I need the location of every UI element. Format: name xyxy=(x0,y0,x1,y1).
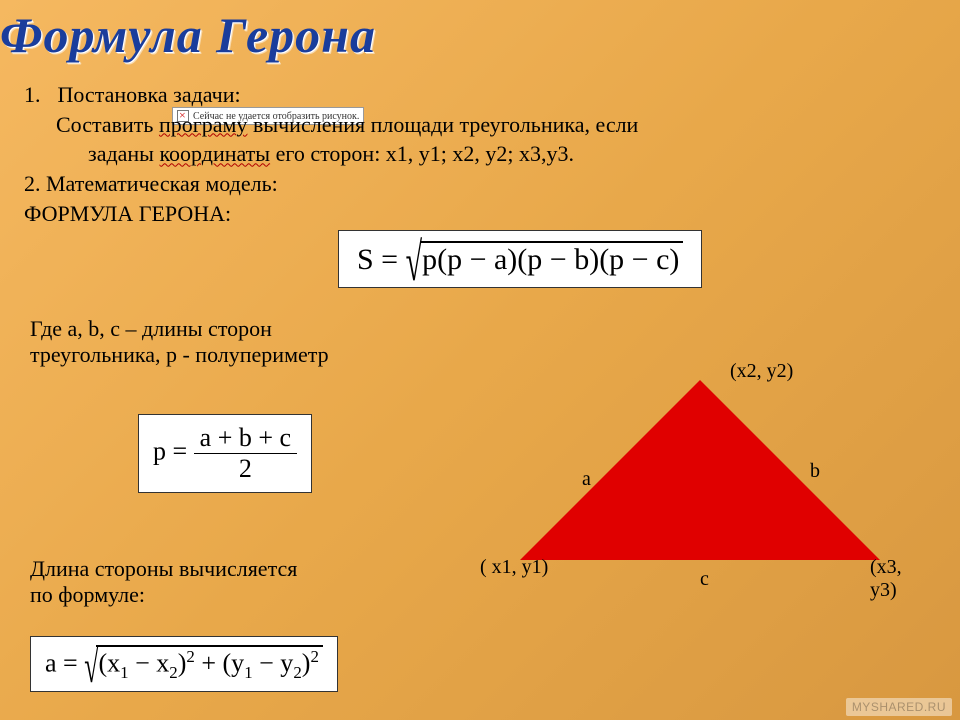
sides-explanation: Где a, b, c – длины сторон треугольника,… xyxy=(30,316,329,368)
vertex-right-label: (x3, y3) xyxy=(870,556,920,602)
formula-a-radicand: (x1 − x2)2 + (y1 − y2)2 xyxy=(96,645,322,683)
length-line-1: Длина стороны вычисляется xyxy=(30,556,297,582)
triangle-shape xyxy=(520,380,880,560)
list-number-1: 1. xyxy=(24,80,52,110)
heading-formula: ФОРМУЛА ГЕРОНА: xyxy=(24,199,936,229)
vertex-left-label: ( x1, y1) xyxy=(480,556,548,579)
side-c-label: c xyxy=(700,568,709,591)
text-l2a: Составить xyxy=(56,112,159,137)
formula-heron-area: S = √p(p − a)(p − b)(p − c) xyxy=(338,230,702,288)
text-l2b: програму xyxy=(159,112,247,137)
sides-line-1: Где a, b, c – длины сторон xyxy=(30,316,329,342)
slide-title: Формула Герона xyxy=(0,6,376,64)
formula-side-length: a = √(x1 − x2)2 + (y1 − y2)2 xyxy=(30,636,338,692)
formula-p-num: a + b + c xyxy=(194,423,297,454)
text-l3b: координаты xyxy=(159,141,270,166)
formula-p-den: 2 xyxy=(194,454,297,484)
triangle-svg xyxy=(500,360,920,620)
side-a-label: a xyxy=(582,468,591,491)
formula-p-lhs: p = xyxy=(153,436,194,465)
length-line-2: по формуле: xyxy=(30,582,297,608)
heading-model: 2. Математическая модель: xyxy=(24,169,936,199)
formula-a-lhs: a = xyxy=(45,649,84,678)
length-explanation: Длина стороны вычисляется по формуле: xyxy=(30,556,297,608)
text-l3c: его сторон: x1, y1; x2, y2; x3,y3. xyxy=(270,141,574,166)
sides-line-2: треугольника, p - полупериметр xyxy=(30,342,329,368)
body-text: 1. Постановка задачи: Составить програму… xyxy=(24,80,936,228)
sqrt-symbol: √ xyxy=(406,233,422,294)
text-l2c: вычисления площади треугольника, если xyxy=(247,112,638,137)
text-l3a: заданы xyxy=(88,141,159,166)
triangle-diagram: (x2, y2) ( x1, y1) (x3, y3) a b c xyxy=(500,360,920,620)
watermark: MYSHARED.RU xyxy=(846,698,952,716)
formula-semiperimeter: p = a + b + c2 xyxy=(138,414,312,493)
side-b-label: b xyxy=(810,460,820,483)
formula-radicand: p(p − a)(p − b)(p − c) xyxy=(420,241,683,277)
vertex-top-label: (x2, y2) xyxy=(730,360,793,383)
heading-problem: Постановка задачи: xyxy=(58,82,241,107)
sqrt-symbol-2: √ xyxy=(84,640,98,694)
formula-lhs: S = xyxy=(357,243,406,276)
